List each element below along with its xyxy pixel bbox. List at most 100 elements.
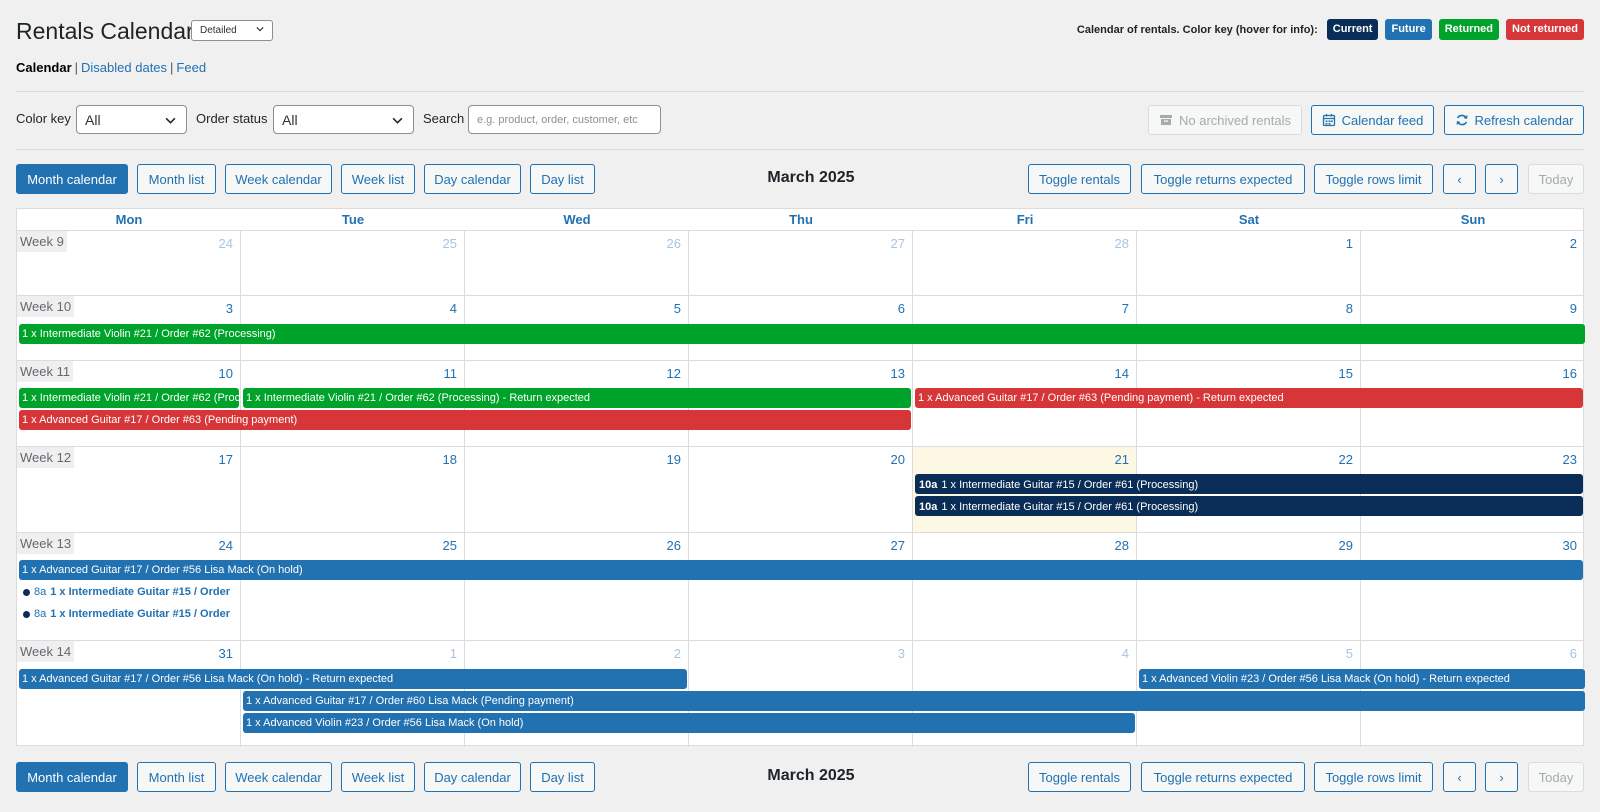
week-calendar-button[interactable]: Week calendar — [225, 164, 332, 194]
toggle-rows-limit-button[interactable]: Toggle rows limit — [1314, 762, 1433, 792]
day-number[interactable]: 1 — [1345, 236, 1353, 251]
day-number[interactable]: 21 — [1114, 452, 1129, 467]
rental-event[interactable]: 1 x Advanced Violin #23 / Order #56 Lisa… — [1139, 669, 1585, 689]
day-list-button[interactable]: Day list — [530, 762, 595, 792]
week-number-label[interactable]: Week 9 — [17, 231, 67, 252]
day-number[interactable]: 6 — [897, 301, 905, 316]
day-number[interactable]: 31 — [218, 646, 233, 661]
day-number[interactable]: 5 — [1345, 646, 1353, 661]
day-calendar-button[interactable]: Day calendar — [424, 762, 521, 792]
badge-future[interactable]: Future — [1385, 19, 1432, 40]
day-number[interactable]: 13 — [890, 366, 905, 381]
subnav-feed[interactable]: Feed — [176, 60, 207, 75]
week-number-label[interactable]: Week 10 — [17, 296, 75, 317]
calendar-feed-button[interactable]: Calendar feed — [1311, 105, 1434, 135]
toggle-rentals-button[interactable]: Toggle rentals — [1028, 762, 1131, 792]
day-number[interactable]: 12 — [666, 366, 681, 381]
toggle-returns-expected-button[interactable]: Toggle returns expected — [1141, 164, 1305, 194]
day-number[interactable]: 5 — [673, 301, 681, 316]
week-number-label[interactable]: Week 11 — [17, 361, 74, 382]
week-number-label[interactable]: Week 14 — [17, 641, 75, 662]
rental-event[interactable]: 8a 1 x Intermediate Guitar #15 / Order — [23, 604, 230, 624]
rental-event[interactable]: 10a 1 x Intermediate Guitar #15 / Order #… — [915, 474, 1583, 494]
toggle-rows-limit-button[interactable]: Toggle rows limit — [1314, 164, 1433, 194]
day-number[interactable]: 2 — [1569, 236, 1577, 251]
rental-event[interactable]: 1 x Advanced Guitar #17 / Order #63 (Pen… — [915, 388, 1583, 408]
day-number[interactable]: 25 — [442, 236, 457, 251]
next-month-button[interactable]: › — [1485, 762, 1518, 792]
month-list-button[interactable]: Month list — [137, 164, 216, 194]
search-input[interactable] — [468, 105, 661, 134]
day-number[interactable]: 22 — [1338, 452, 1353, 467]
day-number[interactable]: 8 — [1345, 301, 1353, 316]
rental-event[interactable]: 1 x Intermediate Violin #21 / Order #62 … — [19, 388, 239, 408]
grid-line — [688, 533, 689, 640]
week-number-label[interactable]: Week 12 — [17, 447, 75, 468]
day-number[interactable]: 10 — [218, 366, 233, 381]
day-number[interactable]: 2 — [673, 646, 681, 661]
day-number[interactable]: 28 — [1114, 236, 1129, 251]
badge-not-returned[interactable]: Not returned — [1506, 19, 1584, 40]
day-number[interactable]: 17 — [218, 452, 233, 467]
month-calendar-button[interactable]: Month calendar — [16, 164, 128, 194]
rental-event[interactable]: 1 x Advanced Guitar #17 / Order #56 Lisa… — [19, 669, 687, 689]
order-status-select[interactable]: All — [273, 105, 414, 134]
next-month-button[interactable]: › — [1485, 164, 1518, 194]
rental-event[interactable]: 1 x Intermediate Violin #21 / Order #62 … — [19, 324, 1585, 344]
day-calendar-button[interactable]: Day calendar — [424, 164, 521, 194]
day-number[interactable]: 3 — [897, 646, 905, 661]
day-number[interactable]: 16 — [1562, 366, 1577, 381]
day-number[interactable]: 19 — [666, 452, 681, 467]
day-number[interactable]: 27 — [890, 236, 905, 251]
rental-event[interactable]: 8a 1 x Intermediate Guitar #15 / Order — [23, 582, 230, 602]
day-list-button[interactable]: Day list — [530, 164, 595, 194]
day-number[interactable]: 20 — [890, 452, 905, 467]
day-number[interactable]: 15 — [1338, 366, 1353, 381]
day-number[interactable]: 18 — [442, 452, 457, 467]
day-number[interactable]: 9 — [1569, 301, 1577, 316]
day-number[interactable]: 24 — [218, 538, 233, 553]
day-number[interactable]: 26 — [666, 236, 681, 251]
day-number[interactable]: 29 — [1338, 538, 1353, 553]
toggle-returns-expected-button[interactable]: Toggle returns expected — [1141, 762, 1305, 792]
day-number[interactable]: 28 — [1114, 538, 1129, 553]
month-list-button[interactable]: Month list — [137, 762, 216, 792]
week-list-button[interactable]: Week list — [341, 164, 415, 194]
day-number[interactable]: 25 — [442, 538, 457, 553]
rental-event[interactable]: 1 x Advanced Guitar #17 / Order #56 Lisa… — [19, 560, 1583, 580]
chevron-left-icon: ‹ — [1457, 171, 1462, 187]
badge-current[interactable]: Current — [1326, 19, 1379, 40]
day-number[interactable]: 14 — [1114, 366, 1129, 381]
rental-event[interactable]: 1 x Advanced Guitar #17 / Order #63 (Pen… — [19, 410, 911, 430]
prev-month-button[interactable]: ‹ — [1443, 164, 1476, 194]
day-number[interactable]: 4 — [1121, 646, 1129, 661]
day-number[interactable]: 27 — [890, 538, 905, 553]
color-key-filter-select[interactable]: All — [76, 105, 187, 134]
day-number[interactable]: 11 — [443, 366, 458, 381]
refresh-calendar-button[interactable]: Refresh calendar — [1444, 105, 1584, 135]
toggle-rentals-button[interactable]: Toggle rentals — [1028, 164, 1131, 194]
week-number-label[interactable]: Week 13 — [17, 533, 75, 554]
week-calendar-button[interactable]: Week calendar — [225, 762, 332, 792]
badge-returned[interactable]: Returned — [1438, 19, 1499, 40]
day-number[interactable]: 26 — [666, 538, 681, 553]
day-number[interactable]: 24 — [218, 236, 233, 251]
grid-line — [912, 361, 913, 446]
day-number[interactable]: 1 — [449, 646, 457, 661]
prev-month-button[interactable]: ‹ — [1443, 762, 1476, 792]
rental-event[interactable]: 1 x Advanced Violin #23 / Order #56 Lisa… — [243, 713, 1135, 733]
rental-event[interactable]: 10a 1 x Intermediate Guitar #15 / Order #… — [915, 496, 1583, 516]
day-number[interactable]: 30 — [1562, 538, 1577, 553]
month-calendar-button[interactable]: Month calendar — [16, 762, 128, 792]
rental-event[interactable]: 1 x Advanced Guitar #17 / Order #60 Lisa… — [243, 691, 1585, 711]
rental-event[interactable]: 1 x Intermediate Violin #21 / Order #62 … — [243, 388, 911, 408]
day-number[interactable]: 3 — [225, 301, 233, 316]
grid-line — [912, 231, 913, 295]
subnav-disabled-dates[interactable]: Disabled dates — [81, 60, 168, 75]
view-mode-select[interactable]: Detailed — [191, 20, 273, 41]
day-number[interactable]: 7 — [1121, 301, 1129, 316]
day-number[interactable]: 6 — [1569, 646, 1577, 661]
day-number[interactable]: 4 — [449, 301, 457, 316]
day-number[interactable]: 23 — [1562, 452, 1577, 467]
week-list-button[interactable]: Week list — [341, 762, 415, 792]
